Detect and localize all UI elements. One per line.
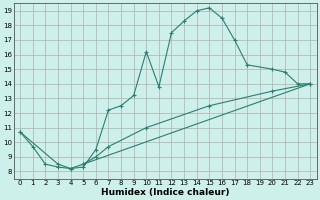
X-axis label: Humidex (Indice chaleur): Humidex (Indice chaleur) bbox=[101, 188, 229, 197]
